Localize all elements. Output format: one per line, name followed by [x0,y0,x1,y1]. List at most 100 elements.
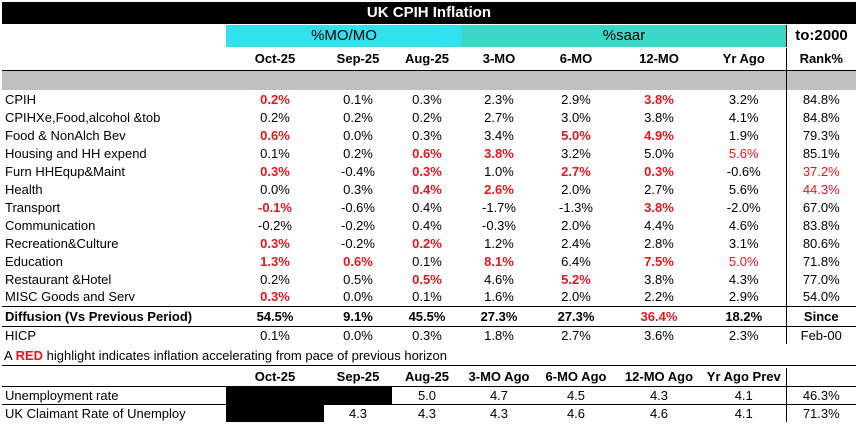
table-row: CPIHXe,Food,alcohol &tob 0.2% 0.2% 0.2% 2.7%… [2,108,856,126]
table-row: CPIH 0.2% 0.1% 0.3% 2.3% 2.9% 3.8% 3.2% 84.8% [2,90,856,108]
labor-cell [226,385,324,404]
separator-cell [785,70,856,90]
table-cell: 7.5% [644,253,674,269]
table-cell: 0.2% [260,271,290,287]
table-cell: 5.0% [644,145,674,161]
table-cell: -0.2% [341,235,375,251]
table-cell: 3.4% [484,127,514,143]
hicp-cell: 1.8% [484,327,514,343]
labor-cell [226,403,324,422]
row-label: Communication [5,217,96,233]
table-cell: -2.0% [726,199,761,215]
legend-note: A RED highlight indicates inflation acce… [2,347,856,366]
table-cell: 2.2% [644,289,674,305]
column-header: Rank% [785,48,856,71]
table-row: Communication -0.2% -0.2% 0.4% -0.3% 2.0% 4.4%… [2,216,856,234]
group-mom-header: %MO/MO [226,25,462,47]
table-cell: 4.1% [728,109,759,125]
diffusion-cell: 18.2% [702,305,786,327]
labor-column-header: Yr Ago Prev [702,368,786,387]
column-header: 6-MO [536,48,616,71]
table-cell: 71.8% [785,252,856,270]
hicp-cell: 0.0% [343,327,373,343]
table-cell: -0.2% [341,217,375,233]
labor-header-blank [785,368,856,386]
table-cell: 5.0% [561,127,591,143]
diffusion-cell: 36.4% [616,305,702,327]
table-cell: 3.0% [561,109,591,125]
column-header: 3-MO [462,48,536,71]
group-saar-header: %saar [462,25,786,47]
labor-cell: 4.1 [702,385,786,404]
labor-cell: 71.3% [785,403,856,422]
table-cell: 0.1% [412,253,442,269]
table-cell: 5.0% [728,253,759,269]
table-cell: 83.8% [785,216,856,234]
row-label: Health [5,181,43,197]
table-cell: -0.6% [726,163,761,179]
table-row: Education 1.3% 0.6% 0.1% 8.1% 6.4% 7.5% 5.0% 71.… [2,252,856,270]
note-prefix: A [4,348,16,363]
hicp-label: HICP [5,327,37,343]
table-cell: 3.8% [484,145,514,161]
table-cell: 0.4% [412,181,442,197]
table-cell: 4.6% [484,271,514,287]
table-row: Furn HHEqup&Maint 0.3% -0.4% 0.3% 1.0% 2.7% 0.… [2,162,856,180]
column-header: Oct-25 [226,48,324,71]
table-cell: 37.2% [785,162,856,180]
table-cell: 0.3% [260,163,290,179]
table-cell: 1.6% [484,289,514,305]
diffusion-cell: 45.5% [392,305,462,327]
table-cell: 0.0% [260,181,290,197]
cpih-table: Oct-25 Sep-25 Aug-25 3-MO 6-MO 12-MO Yr Ago Ran… [2,48,856,344]
table-cell: 0.4% [412,217,442,233]
separator-cell [462,70,536,90]
separator-cell [392,70,462,90]
table-cell: -1.7% [482,199,516,215]
table-cell: 2.7% [644,181,674,197]
labor-row: UK Claimant Rate of Unemploy 4.3 4.3 4.3 4.6… [2,403,856,422]
hicp-cell: Feb-00 [785,326,856,344]
hicp-row: HICP 0.1% 0.0% 0.3% 1.8% 2.7% 3.6% 2.3% Feb-00 [2,326,856,344]
table-title: UK CPIH Inflation [2,2,856,24]
labor-cell: 4.7 [462,385,536,404]
table-cell: 67.0% [785,198,856,216]
diffusion-cell: 9.1% [324,305,392,327]
labor-row: Unemployment rate 5.0 4.7 4.5 4.3 4.1 46.3% [2,385,856,404]
labor-column-header: Oct-25 [226,368,324,387]
table-cell: 2.9% [728,289,759,305]
table-cell: 3.8% [644,91,674,107]
separator-cell [226,70,324,90]
separator-cell [616,70,702,90]
labor-cell: 4.3 [324,403,392,422]
table-cell: 2.6% [484,181,514,197]
row-label: Restaurant &Hotel [5,271,112,287]
separator-cell [2,70,226,90]
labor-cell: 4.3 [392,403,462,422]
table-cell: 0.2% [412,109,442,125]
table-row: Housing and HH expend 0.1% 0.2% 0.6% 3.8% 3.2… [2,144,856,162]
labor-row-label: Unemployment rate [2,385,226,404]
table-cell: 0.2% [260,91,290,107]
hicp-cell: 3.6% [644,327,674,343]
labor-row-label: UK Claimant Rate of Unemploy [2,403,226,422]
header-spacer [2,25,226,47]
note-red-word: RED [15,348,44,363]
separator-cell [702,70,786,90]
row-label: MISC Goods and Serv [5,289,136,305]
hicp-cell: 0.1% [260,327,290,343]
table-cell: 0.3% [260,235,290,251]
row-label: Food & NonAlch Bev [5,127,126,143]
table-cell: 4.6% [728,217,759,233]
table-cell: 6.4% [561,253,591,269]
table-cell: 3.1% [728,235,759,251]
labor-cell: 46.3% [785,385,856,404]
table-cell: 0.3% [343,181,373,197]
table-cell: 2.7% [484,109,514,125]
diffusion-cell: 54.5% [226,305,324,327]
labor-cell: 4.3 [462,403,536,422]
table-cell: 8.1% [484,253,514,269]
table-cell: -0.3% [482,217,516,233]
table-cell: 0.2% [343,109,373,125]
labor-header-row: Oct-25 Sep-25 Aug-25 3-MO Ago 6-MO Ago 12-MO … [2,368,856,387]
